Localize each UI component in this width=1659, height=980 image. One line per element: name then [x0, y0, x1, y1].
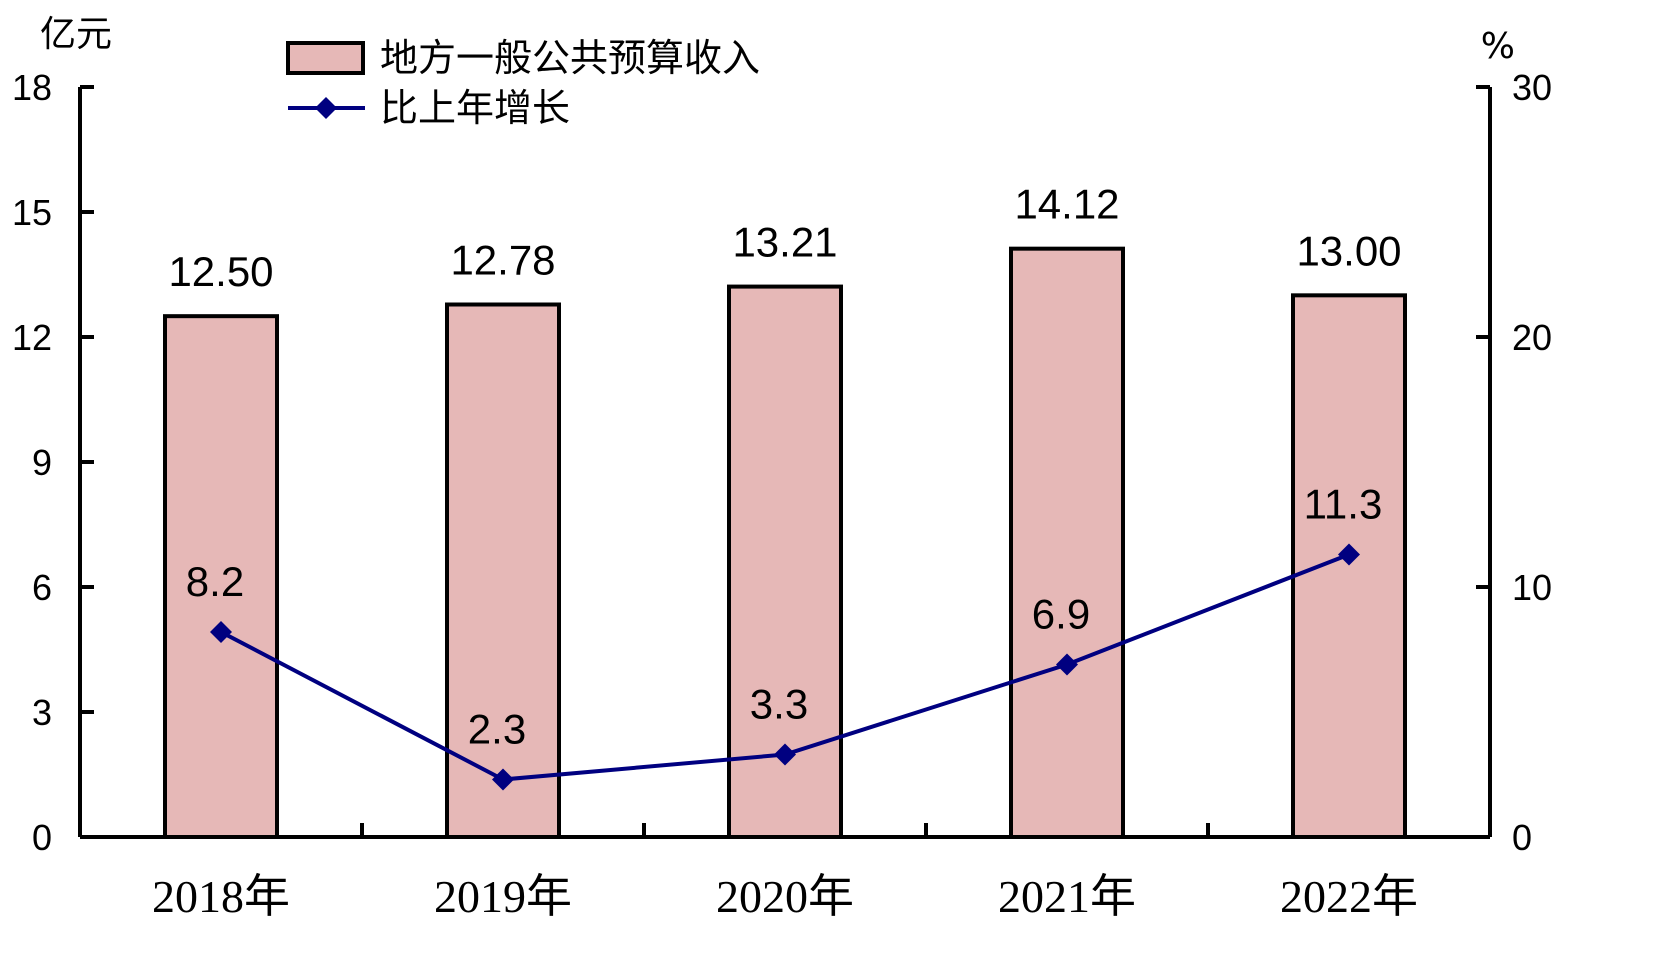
right-tick-label: 30: [1512, 67, 1552, 108]
growth-point-2020年: [774, 743, 796, 766]
right-tick-label: 0: [1512, 817, 1532, 858]
left-tick-label: 12: [12, 317, 52, 358]
left-axis-unit: 亿元: [40, 14, 112, 55]
labels-layer: 12.50 12.78 13.21 14.12 13.00 8.2 2.3 3.3 6.9 11.…: [168, 181, 1401, 753]
left-tick-label: 3: [32, 692, 52, 733]
legend-line-label: 比上年增长: [380, 86, 570, 130]
left-tick-label: 0: [32, 817, 52, 858]
right-axis-unit: %: [1481, 26, 1515, 67]
left-tick-label: 6: [32, 567, 52, 608]
x-tick-label: 2020年: [716, 871, 854, 922]
bar-value-label: 14.12: [1014, 181, 1119, 228]
bar-2019年: [445, 302, 561, 839]
bar-2018年: [163, 314, 279, 839]
bars-layer: [163, 246, 1407, 840]
legend-line-marker: [315, 97, 337, 119]
bar-2022年: [1291, 293, 1407, 840]
bar-value-label: 12.50: [168, 248, 273, 295]
left-tick-label: 9: [32, 442, 52, 483]
bar-2021年: [1009, 246, 1125, 839]
bar-value-label: 13.00: [1296, 227, 1401, 274]
growth-point-2018年: [210, 621, 232, 643]
growth-point-2019年: [492, 768, 514, 791]
growth-value-label: 3.3: [750, 681, 808, 728]
x-tick-label: 2021年: [998, 871, 1136, 922]
growth-point-2022年: [1338, 543, 1360, 566]
growth-value-label: 8.2: [186, 558, 244, 605]
growth-value-label: 6.9: [1032, 591, 1090, 638]
axes-layer: 0 3 6 9 12 15 18 0 10 20 30 2018年 2019年 2020年 2021年 202…: [12, 14, 1552, 922]
growth-point-2021年: [1056, 653, 1078, 676]
right-tick-label: 20: [1512, 317, 1552, 358]
bar-value-label: 12.78: [450, 237, 555, 284]
x-tick-label: 2022年: [1280, 871, 1418, 922]
growth-value-label: 11.3: [1304, 481, 1383, 528]
x-tick-label: 2018年: [152, 871, 290, 922]
legend-bar-swatch: [286, 41, 365, 75]
right-tick-label: 10: [1512, 567, 1552, 608]
growth-value-label: 2.3: [468, 706, 526, 753]
left-tick-label: 18: [12, 67, 52, 108]
line-layer: [210, 543, 1360, 791]
bar-value-label: 13.21: [732, 219, 837, 266]
x-tick-label: 2019年: [434, 871, 572, 922]
bar-2020年: [727, 284, 843, 840]
legend-bar-label: 地方一般公共预算收入: [380, 36, 760, 80]
left-tick-label: 15: [12, 192, 52, 233]
